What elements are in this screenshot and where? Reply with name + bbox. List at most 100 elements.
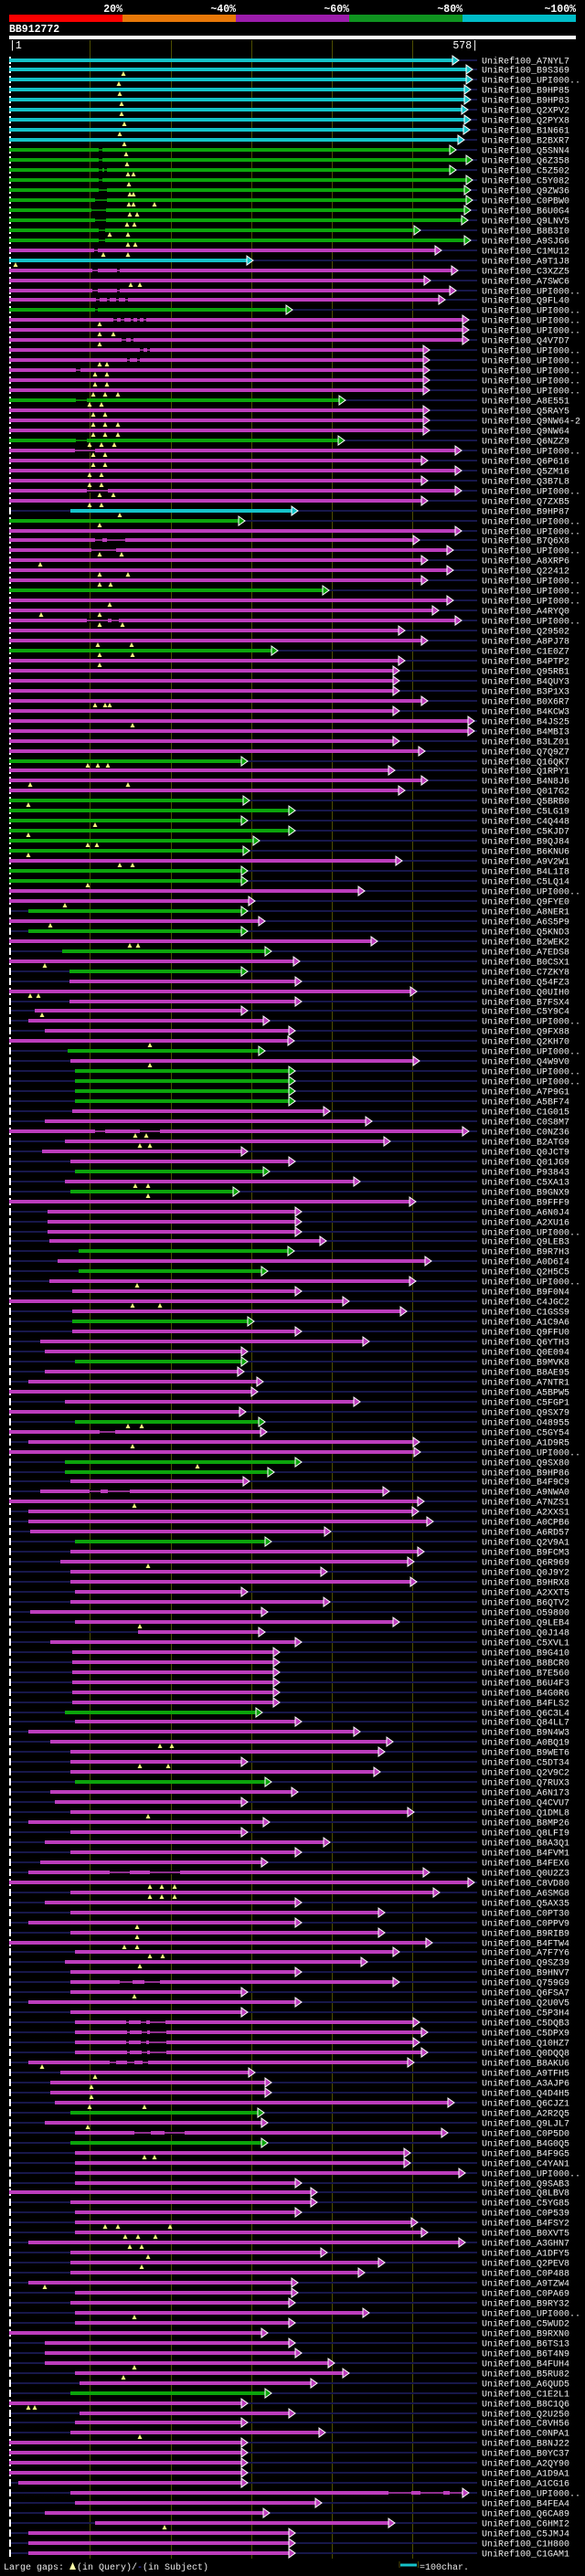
- svg-text:UniRef100_B4JS25: UniRef100_B4JS25: [482, 717, 569, 728]
- svg-text:UniRef100_UPI000..: UniRef100_UPI000..: [482, 306, 580, 317]
- svg-text:UniRef100_A1DFY5: UniRef100_A1DFY5: [482, 2249, 569, 2260]
- svg-text:UniRef100_B7Q6X8: UniRef100_B7Q6X8: [482, 536, 569, 547]
- svg-text:UniRef100_Q6CJZ1: UniRef100_Q6CJZ1: [482, 2099, 569, 2110]
- svg-text:~100%: ~100%: [544, 4, 576, 16]
- svg-text:UniRef100_C0PT30: UniRef100_C0PT30: [482, 1909, 569, 1920]
- svg-text:UniRef100_Q9FL40: UniRef100_Q9FL40: [482, 296, 569, 307]
- svg-text:UniRef100_B4N8J6: UniRef100_B4N8J6: [482, 777, 569, 788]
- svg-text:UniRef100_A9NWA0: UniRef100_A9NWA0: [482, 1488, 569, 1499]
- svg-text:~80%: ~80%: [437, 4, 463, 16]
- svg-text:UniRef100_C5JMJ4: UniRef100_C5JMJ4: [482, 2529, 569, 2540]
- svg-text:UniRef100_B4QUY3: UniRef100_B4QUY3: [482, 677, 569, 688]
- svg-text:UniRef100_Q2H5C5: UniRef100_Q2H5C5: [482, 1267, 569, 1278]
- svg-text:UniRef100_UPI000..: UniRef100_UPI000..: [482, 887, 580, 898]
- svg-text:UniRef100_B9G410: UniRef100_B9G410: [482, 1648, 569, 1659]
- svg-text:UniRef100_Q2KH70: UniRef100_Q2KH70: [482, 1037, 569, 1048]
- svg-text:UniRef100_Q6C3L4: UniRef100_Q6C3L4: [482, 1709, 569, 1720]
- svg-text:UniRef100_UPI000..: UniRef100_UPI000..: [482, 447, 580, 458]
- svg-text:UniRef100_B9RIB9: UniRef100_B9RIB9: [482, 1929, 569, 1940]
- svg-text:UniRef100_B9RY32: UniRef100_B9RY32: [482, 2299, 569, 2310]
- svg-text:UniRef100_C7ZKY8: UniRef100_C7ZKY8: [482, 968, 569, 979]
- svg-text:UniRef100_C6HMI2: UniRef100_C6HMI2: [482, 2519, 569, 2530]
- svg-text:UniRef100_B9HP83: UniRef100_B9HP83: [482, 96, 569, 107]
- svg-text:UniRef100_Q759G9: UniRef100_Q759G9: [482, 1978, 569, 1989]
- svg-text:UniRef100_B6T4N9: UniRef100_B6T4N9: [482, 2349, 569, 2360]
- svg-text:UniRef100_A0D6I4: UniRef100_A0D6I4: [482, 1257, 569, 1268]
- svg-text:UniRef100_B4FVM1: UniRef100_B4FVM1: [482, 1849, 569, 1860]
- svg-text:UniRef100_C5Y9C4: UniRef100_C5Y9C4: [482, 1007, 569, 1018]
- svg-text:UniRef100_B9QJ84: UniRef100_B9QJ84: [482, 837, 569, 848]
- svg-text:UniRef100_C4YAN1: UniRef100_C4YAN1: [482, 2159, 569, 2170]
- svg-text:UniRef100_B4G0Q5: UniRef100_B4G0Q5: [482, 2139, 569, 2150]
- svg-text:UniRef100_A1D9R5: UniRef100_A1D9R5: [482, 1438, 569, 1449]
- svg-text:UniRef100_C1E0Z7: UniRef100_C1E0Z7: [482, 647, 569, 658]
- svg-text:UniRef100_Q6CA89: UniRef100_Q6CA89: [482, 2509, 569, 2520]
- svg-text:UniRef100_Q5AX35: UniRef100_Q5AX35: [482, 1899, 569, 1910]
- svg-text:UniRef100_UPI000..: UniRef100_UPI000..: [482, 366, 580, 377]
- svg-text:UniRef100_Q2PEV8: UniRef100_Q2PEV8: [482, 2259, 569, 2270]
- svg-text:UniRef100_Q9SX80: UniRef100_Q9SX80: [482, 1458, 569, 1469]
- svg-text:UniRef100_B9HP87: UniRef100_B9HP87: [482, 507, 569, 518]
- svg-text:UniRef100_Q6FSA7: UniRef100_Q6FSA7: [482, 1988, 569, 1999]
- svg-text:UniRef100_Q5BRB0: UniRef100_Q5BRB0: [482, 797, 569, 808]
- svg-text:UniRef100_UPI000..: UniRef100_UPI000..: [482, 376, 580, 387]
- svg-text:UniRef100_Q7ZXB5: UniRef100_Q7ZXB5: [482, 497, 569, 508]
- svg-text:UniRef100_B9HP86: UniRef100_B9HP86: [482, 1468, 569, 1479]
- svg-text:UniRef100_B3P1X3: UniRef100_B3P1X3: [482, 687, 569, 698]
- svg-text:UniRef100_UPI000..: UniRef100_UPI000..: [482, 326, 580, 337]
- svg-text:UniRef100_A2QY90: UniRef100_A2QY90: [482, 2459, 569, 2470]
- svg-text:UniRef100_B0X6R7: UniRef100_B0X6R7: [482, 697, 569, 708]
- svg-text:UniRef100_Q8LBV8: UniRef100_Q8LBV8: [482, 2189, 569, 2200]
- svg-text:UniRef100_B8A3Q1: UniRef100_B8A3Q1: [482, 1839, 569, 1850]
- svg-text:UniRef100_C1GAM1: UniRef100_C1GAM1: [482, 2549, 569, 2560]
- svg-text:UniRef100_Q9ZW36: UniRef100_Q9ZW36: [482, 186, 569, 197]
- svg-text:UniRef100_A9TZW4: UniRef100_A9TZW4: [482, 2279, 569, 2290]
- svg-text:UniRef100_B6TS13: UniRef100_B6TS13: [482, 2339, 569, 2350]
- svg-text:UniRef100_B9N4W3: UniRef100_B9N4W3: [482, 1728, 569, 1739]
- svg-text:UniRef100_C5LG19: UniRef100_C5LG19: [482, 807, 569, 818]
- svg-text:UniRef100_A9SJG6: UniRef100_A9SJG6: [482, 237, 569, 248]
- svg-text:UniRef100_B9GNX9: UniRef100_B9GNX9: [482, 1188, 569, 1199]
- svg-text:UniRef100_Q0J9Y2: UniRef100_Q0J9Y2: [482, 1568, 569, 1579]
- svg-text:UniRef100_C0NZ36: UniRef100_C0NZ36: [482, 1128, 569, 1139]
- svg-text:UniRef100_B4FUH4: UniRef100_B4FUH4: [482, 2359, 569, 2370]
- svg-text:UniRef100_B4L1I8: UniRef100_B4L1I8: [482, 867, 569, 878]
- svg-text:UniRef100_B9FFF9: UniRef100_B9FFF9: [482, 1198, 569, 1209]
- svg-text:UniRef100_Q8LFI9: UniRef100_Q8LFI9: [482, 1829, 569, 1839]
- svg-text:UniRef100_A6SMG8: UniRef100_A6SMG8: [482, 1889, 569, 1900]
- svg-text:UniRef100_B8C1Q6: UniRef100_B8C1Q6: [482, 2400, 569, 2411]
- svg-text:UniRef100_C0NPA1: UniRef100_C0NPA1: [482, 2429, 569, 2440]
- svg-text:UniRef100_A7SWC6: UniRef100_A7SWC6: [482, 277, 569, 288]
- svg-text:UniRef100_UPI000..: UniRef100_UPI000..: [482, 287, 580, 298]
- svg-text:UniRef100_Q2PYX8: UniRef100_Q2PYX8: [482, 116, 569, 127]
- svg-text:UniRef100_Q95RB1: UniRef100_Q95RB1: [482, 667, 569, 678]
- svg-text:UniRef100_B9F0N4: UniRef100_B9F0N4: [482, 1288, 569, 1299]
- svg-text:UniRef100_B4F9G5: UniRef100_B4F9G5: [482, 2149, 569, 2160]
- svg-text:UniRef100_UPI000..: UniRef100_UPI000..: [482, 1277, 580, 1288]
- svg-text:UniRef100_C5WUD2: UniRef100_C5WUD2: [482, 2319, 569, 2330]
- svg-text:UniRef100_C3XZZ5: UniRef100_C3XZZ5: [482, 267, 569, 278]
- svg-text:UniRef100_C8VH56: UniRef100_C8VH56: [482, 2419, 569, 2430]
- svg-text:UniRef100_Q2U0V5: UniRef100_Q2U0V5: [482, 1998, 569, 2009]
- svg-text:UniRef100_Q4D4H5: UniRef100_Q4D4H5: [482, 2089, 569, 2100]
- svg-text:UniRef100_O48955: UniRef100_O48955: [482, 1418, 569, 1429]
- svg-text:UniRef100_A5BF74: UniRef100_A5BF74: [482, 1097, 569, 1108]
- svg-text:UniRef100_A9V2W1: UniRef100_A9V2W1: [482, 857, 569, 868]
- svg-text:(in Query)/: (in Query)/: [77, 2562, 137, 2573]
- svg-text:UniRef100_B6QTV2: UniRef100_B6QTV2: [482, 1598, 569, 1609]
- svg-text:BB912772: BB912772: [9, 24, 59, 36]
- svg-text:UniRef100_Q2XPV2: UniRef100_Q2XPV2: [482, 106, 569, 117]
- svg-text:UniRef100_A8NER1: UniRef100_A8NER1: [482, 907, 569, 918]
- svg-text:UniRef100_B9R7H3: UniRef100_B9R7H3: [482, 1247, 569, 1258]
- svg-text:UniRef100_B9RXN0: UniRef100_B9RXN0: [482, 2329, 569, 2340]
- svg-text:UniRef100_A2XXS1: UniRef100_A2XXS1: [482, 1508, 569, 1519]
- svg-text:UniRef100_Q017G2: UniRef100_Q017G2: [482, 787, 569, 798]
- svg-text:UniRef100_Q5KND3: UniRef100_Q5KND3: [482, 928, 569, 938]
- svg-text:UniRef100_Q0DQQ8: UniRef100_Q0DQQ8: [482, 2049, 569, 2060]
- svg-text:UniRef100_Q2U250: UniRef100_Q2U250: [482, 2410, 569, 2421]
- svg-text:UniRef100_C5Z502: UniRef100_C5Z502: [482, 166, 569, 177]
- svg-text:UniRef100_B0CSX1: UniRef100_B0CSX1: [482, 958, 569, 969]
- svg-text:UniRef100_Q6P616: UniRef100_Q6P616: [482, 457, 569, 468]
- svg-text:UniRef100_UPI000..: UniRef100_UPI000..: [482, 316, 580, 327]
- svg-text:UniRef100_Q16QK7: UniRef100_Q16QK7: [482, 758, 569, 769]
